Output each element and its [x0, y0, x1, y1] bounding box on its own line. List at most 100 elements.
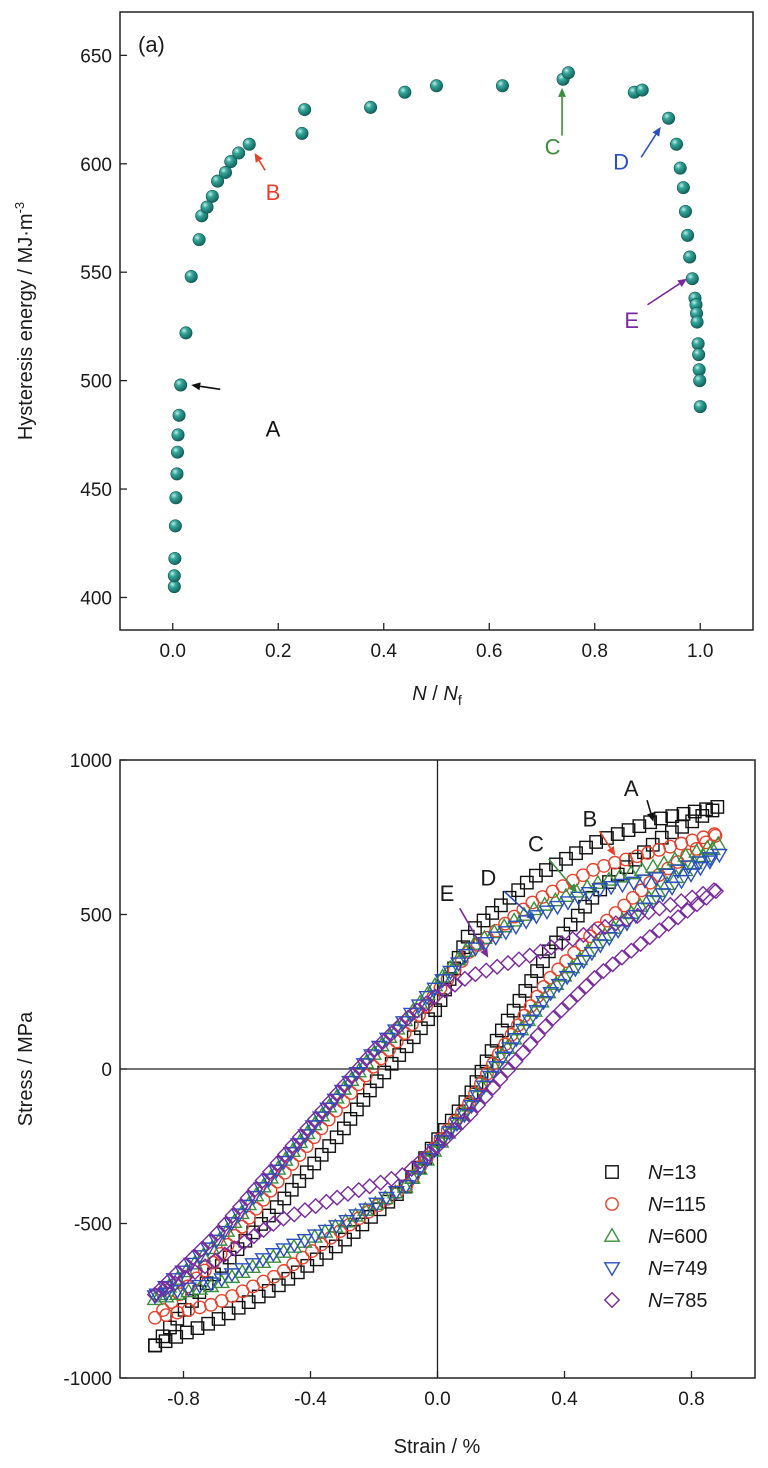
data-marker — [418, 990, 436, 1006]
data-marker — [521, 1014, 539, 1029]
y-tick-label-b: -500 — [74, 1215, 112, 1236]
data-marker — [469, 1090, 487, 1105]
legend-label: N=600 — [648, 1226, 708, 1248]
data-marker — [494, 1051, 512, 1067]
data-marker — [567, 945, 582, 960]
data-marker — [505, 1030, 523, 1045]
data-marker — [485, 906, 500, 920]
data-point-a — [692, 363, 706, 377]
data-marker — [185, 1249, 202, 1266]
data-marker — [383, 1025, 400, 1042]
data-marker — [261, 1163, 279, 1180]
data-marker — [522, 1035, 539, 1053]
legend-label: N=115 — [648, 1194, 706, 1216]
data-marker — [564, 930, 581, 948]
legend-label-italic: N — [648, 1226, 663, 1248]
data-marker — [284, 1137, 301, 1154]
zero-lines — [120, 760, 755, 1378]
legend-marker — [603, 1262, 621, 1277]
data-marker — [319, 1102, 337, 1118]
data-marker — [550, 978, 568, 994]
data-marker — [688, 896, 706, 913]
data-point-a — [167, 580, 181, 594]
data-marker — [617, 898, 632, 913]
x-axis-ticks-b: -0.8 -0.4 0.0 0.4 0.8 — [167, 1371, 705, 1410]
legend-marker — [605, 1165, 619, 1179]
legend-label-italic: N — [648, 1194, 663, 1216]
data-marker — [710, 800, 725, 814]
data-marker — [463, 1099, 480, 1115]
data-marker — [701, 855, 719, 870]
data-marker — [434, 968, 451, 983]
data-marker — [610, 827, 625, 841]
data-marker — [191, 1250, 209, 1265]
data-marker — [297, 1129, 315, 1144]
data-marker — [419, 1152, 436, 1168]
legend-label: N=785 — [648, 1290, 708, 1312]
data-point-a — [184, 270, 198, 284]
data-marker — [492, 1048, 509, 1064]
data-marker — [366, 1041, 384, 1058]
legend-item: N=115 — [605, 1194, 706, 1216]
data-marker — [269, 1200, 284, 1215]
y-tick-label-a: 600 — [80, 155, 112, 176]
data-marker — [557, 887, 575, 903]
data-marker — [683, 889, 701, 906]
data-marker — [563, 917, 578, 932]
data-point-a — [398, 85, 412, 99]
annotation-arrow-b-shaft — [598, 830, 612, 849]
data-marker — [556, 926, 571, 941]
data-marker — [521, 947, 538, 964]
data-marker — [213, 1273, 231, 1288]
data-marker — [544, 1010, 562, 1027]
data-marker — [442, 965, 459, 981]
data-marker — [602, 880, 620, 896]
data-marker — [190, 1321, 205, 1336]
series-N=115 — [148, 827, 723, 1325]
data-marker — [673, 874, 690, 890]
data-marker — [275, 1155, 293, 1171]
data-marker — [189, 1271, 204, 1286]
y-tick-label-a: 550 — [80, 263, 112, 284]
data-marker — [286, 1257, 301, 1272]
data-marker — [306, 1229, 324, 1244]
data-marker — [217, 1216, 234, 1233]
data-marker — [493, 898, 508, 913]
annotation-arrow-c-head — [558, 87, 567, 97]
data-marker — [569, 985, 587, 1003]
data-marker — [429, 1137, 446, 1155]
data-marker — [589, 874, 607, 890]
data-marker — [446, 976, 464, 993]
data-marker — [245, 1190, 263, 1206]
data-marker — [412, 1153, 429, 1170]
data-marker — [238, 1199, 255, 1215]
data-marker — [670, 855, 685, 869]
data-marker — [282, 1146, 300, 1162]
x-tick-label-a: 0.6 — [476, 641, 502, 662]
data-marker — [436, 982, 454, 999]
data-marker — [255, 1221, 272, 1239]
data-marker — [665, 809, 680, 824]
data-marker — [663, 881, 681, 897]
data-marker — [501, 1042, 518, 1057]
data-marker — [551, 962, 566, 977]
data-marker — [249, 1201, 264, 1216]
data-marker — [223, 1217, 240, 1232]
data-marker — [499, 954, 517, 972]
legend-item: N=749 — [603, 1258, 708, 1280]
annotation-label-c: C — [528, 831, 544, 856]
data-marker — [199, 1242, 217, 1257]
data-marker — [507, 1032, 525, 1048]
annotation-arrow-c-shaft — [548, 858, 573, 887]
data-marker — [296, 1233, 314, 1249]
data-marker — [348, 1209, 366, 1224]
data-marker — [295, 1250, 310, 1265]
data-marker — [338, 1232, 352, 1247]
data-marker — [585, 890, 600, 905]
y-axis-label-a: Hysteresis energy / MJ·m-3 — [12, 202, 37, 440]
data-marker — [510, 951, 528, 968]
data-marker — [662, 896, 679, 913]
data-point-a — [179, 326, 193, 340]
data-marker — [420, 1145, 438, 1162]
data-marker — [176, 1269, 194, 1286]
